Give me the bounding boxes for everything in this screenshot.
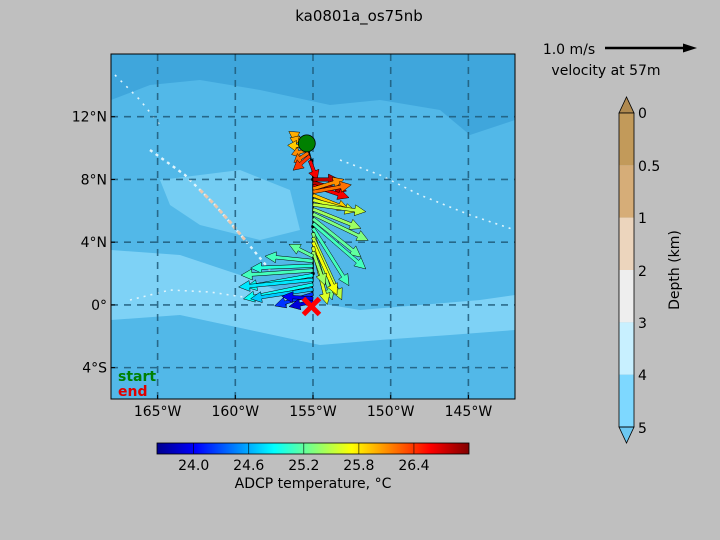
shallow-basin-region: [111, 250, 515, 345]
velocity-arrow-19: [311, 226, 350, 286]
end-marker-stroke: [301, 296, 322, 317]
depth-tick-label: 4: [638, 368, 647, 384]
depth-tick-label: 1: [638, 211, 647, 227]
x-tick-label: 160°W: [212, 404, 260, 420]
velocity-arrow-11: [312, 181, 352, 194]
velocity-arrow-26: [264, 251, 314, 264]
velocity-arrow-30: [238, 277, 314, 292]
start-label: start: [118, 369, 156, 385]
y-tick-label: 12°N: [72, 110, 107, 126]
depth-colorbar-label: Depth (km): [667, 230, 683, 310]
seamount-ridge: [198, 188, 247, 241]
temperature-colorbar: 24.0 24.6 25.2 25.8 26.4 ADCP temperature, °…: [156, 442, 470, 492]
x-axis: 165°W 160°W 155°W 150°W 145°W: [134, 395, 492, 420]
x-tick-label: 165°W: [134, 404, 182, 420]
velocity-arrow-22: [311, 241, 338, 296]
depth-colorbar-band: [619, 113, 634, 166]
velocity-arrow-24: [311, 250, 327, 286]
start-marker: [297, 134, 316, 153]
depth-tick-label: 3: [638, 316, 647, 332]
depth-colorbar-band: [619, 322, 634, 375]
velocity-depth-label: velocity at 57m: [551, 63, 660, 79]
velocity-arrow-5: [292, 154, 312, 171]
shallow-region-north: [160, 170, 300, 240]
velocity-vectors: [238, 131, 369, 311]
velocity-scale-label: 1.0 m/s: [543, 42, 595, 58]
velocity-scale-arrowhead: [683, 43, 697, 53]
velocity-arrow-10: [312, 176, 345, 191]
velocity-arrow-32: [250, 287, 314, 303]
x-tick-label: 155°W: [289, 404, 337, 420]
temperature-colorbar-label: ADCP temperature, °C: [235, 476, 392, 492]
map-axes: 165°W 160°W 155°W 150°W 145°W 4°S 0° 4°N 8°N 12°…: [72, 53, 516, 420]
y-tick-label: 4°N: [81, 235, 107, 251]
temperature-colorbar-gradient: [156, 442, 470, 455]
temperature-tick-label: 26.4: [398, 458, 429, 474]
y-axis: 4°S 0° 4°N 8°N 12°N: [72, 110, 115, 377]
y-tick-label: 0°: [91, 298, 107, 314]
y-tick-label: 4°S: [82, 361, 107, 377]
velocity-arrow-25: [288, 244, 315, 259]
chart-title: ka0801a_os75nb: [295, 7, 423, 26]
depth-colorbar-band: [619, 165, 634, 218]
depth-tick-label: 0.5: [638, 159, 660, 175]
velocity-arrow-16: [312, 212, 369, 241]
velocity-arrow-28: [240, 268, 314, 281]
end-marker: [301, 296, 322, 317]
temperature-tick-label: 25.8: [343, 458, 374, 474]
y-tick-label: 8°N: [81, 172, 107, 188]
x-tick-label: 150°W: [367, 404, 415, 420]
velocity-arrow-14: [312, 202, 367, 216]
depth-colorbar-band: [619, 270, 634, 323]
depth-colorbar-band: [619, 374, 634, 427]
island-ridge-east: [339, 159, 515, 231]
depth-tick-label: 2: [638, 264, 647, 280]
depth-colorbar-frame: [618, 112, 635, 428]
depth-tick-label: 5: [638, 421, 647, 437]
temperature-tick-label: 24.0: [178, 458, 209, 474]
velocity-arrow-15: [312, 207, 362, 230]
velocity-arrow-17: [311, 217, 362, 258]
temperature-colorbar-ticks: 24.0 24.6 25.2 25.8 26.4: [178, 443, 430, 474]
temperature-tick-label: 24.6: [233, 458, 264, 474]
velocity-arrow-31: [243, 282, 314, 303]
end-label: end: [118, 384, 147, 400]
temperature-tick-label: 25.2: [288, 458, 319, 474]
velocity-arrow-27: [250, 261, 314, 274]
depth-tick-label: 0: [638, 106, 647, 122]
velocity-arrow-18: [311, 221, 367, 270]
x-tick-label: 145°W: [445, 404, 493, 420]
velocity-arrow-6: [308, 159, 320, 181]
depth-colorbar: 0 0.5 1 2 3 4 5: [618, 96, 660, 444]
velocity-arrow-34: [281, 291, 314, 303]
depth-colorbar-band: [619, 217, 634, 270]
velocity-scale-key: 1.0 m/s velocity at 57m: [543, 42, 697, 79]
